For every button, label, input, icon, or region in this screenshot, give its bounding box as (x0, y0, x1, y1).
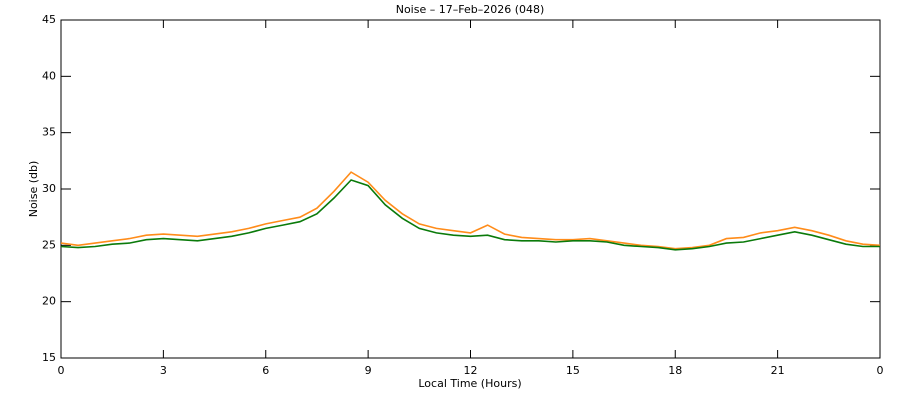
x-tick-label: 15 (566, 364, 580, 377)
chart-title: Noise – 17–Feb–2026 (048) (396, 3, 545, 16)
x-tick-label: 21 (771, 364, 785, 377)
y-tick-label: 15 (42, 351, 56, 364)
plot-frame (60, 19, 881, 359)
x-tick-label: 0 (877, 364, 884, 377)
y-tick-label: 25 (42, 238, 56, 251)
series-line (60, 179, 880, 251)
y-tick-label: 45 (42, 13, 56, 26)
x-tick-label: 12 (464, 364, 478, 377)
x-tick-label: 9 (365, 364, 372, 377)
y-tick-label: 40 (42, 69, 56, 82)
x-tick-label: 6 (262, 364, 269, 377)
y-tick-label: 35 (42, 126, 56, 139)
x-axis-label: Local Time (Hours) (418, 377, 521, 390)
x-tick-label: 18 (668, 364, 682, 377)
y-tick-label: 20 (42, 295, 56, 308)
series-line (60, 171, 881, 250)
y-tick-label: 30 (42, 182, 56, 195)
x-tick-label: 0 (58, 364, 65, 377)
x-tick-label: 3 (160, 364, 167, 377)
y-axis-label: Noise (db) (27, 161, 40, 218)
